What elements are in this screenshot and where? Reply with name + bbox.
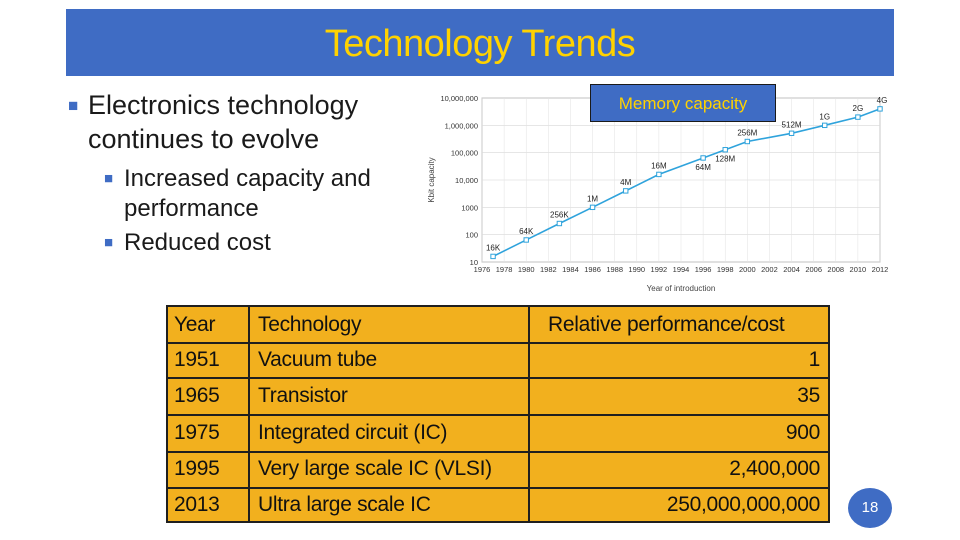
memory-capacity-chart: 10 100 1000 10,000 100,000 1,000,000 10,000,00… [427, 94, 889, 293]
table-divider [168, 342, 828, 344]
data-point [877, 106, 883, 112]
row-2-technology: Transistor [258, 384, 348, 407]
table-divider [168, 414, 828, 416]
x-tick-label: 1986 [584, 265, 601, 274]
table-divider [168, 487, 828, 489]
y-tick-label: 10,000 [455, 176, 478, 185]
data-label: 64M [695, 163, 711, 172]
x-tick-label: 2010 [850, 265, 867, 274]
x-axis-label: Year of introduction [647, 284, 716, 293]
data-label: 128M [715, 155, 735, 164]
row-5-value: 250,000,000,000 [666, 493, 820, 516]
row-1-value: 1 [808, 348, 821, 371]
header-relative-performance: Relative performance/cost [548, 313, 785, 336]
x-tick-label: 1984 [562, 265, 579, 274]
data-label: 512M [782, 120, 802, 129]
table-divider [168, 377, 828, 379]
header-year: Year [174, 313, 216, 336]
x-tick-label: 1976 [474, 265, 491, 274]
x-tick-label: 1996 [695, 265, 712, 274]
table-divider [168, 451, 828, 453]
data-point [744, 138, 751, 145]
row-5-technology: Ultra large scale IC [258, 493, 431, 516]
row-2-year: 1965 [174, 384, 220, 407]
bullet-list: ■ Electronics technology continues to ev… [66, 88, 426, 258]
data-point [700, 155, 706, 161]
bullet-sub-1-line-2: performance [124, 195, 259, 222]
data-point [722, 147, 728, 153]
bullet-main-line-2: continues to evolve [88, 124, 320, 154]
bullet-sub-1: ■ Increased capacity and performance [66, 164, 426, 224]
row-5-year: 2013 [174, 493, 220, 516]
bullet-sub-2: ■ Reduced cost [66, 228, 426, 258]
x-tick-label: 2002 [761, 265, 778, 274]
bullet-main: ■ Electronics technology continues to ev… [66, 88, 426, 156]
x-tick-label: 2004 [783, 265, 800, 274]
x-tick-label: 1992 [651, 265, 668, 274]
x-tick-label: 2012 [872, 265, 889, 274]
data-label: 64K [519, 227, 534, 236]
data-point [788, 130, 795, 136]
technology-cost-table: Year Technology Relative performance/cos… [166, 305, 830, 523]
data-label: 4M [620, 178, 631, 187]
x-tick-label: 2008 [827, 265, 844, 274]
x-tick-label: 2000 [739, 265, 756, 274]
data-point [822, 122, 828, 129]
bullet-square-icon: ■ [104, 170, 114, 187]
x-tick-label: 1990 [628, 265, 645, 274]
x-tick-label: 1980 [518, 265, 535, 274]
row-1-technology: Vacuum tube [258, 348, 377, 371]
data-point [623, 188, 629, 194]
row-4-year: 1995 [174, 457, 220, 480]
bullet-square-icon: ■ [68, 96, 79, 115]
memory-capacity-label: Memory capacity [590, 84, 776, 122]
data-label: 256K [550, 211, 569, 220]
y-tick-label: 100,000 [451, 149, 478, 158]
bullet-main-line-1: Electronics technology [88, 90, 359, 120]
data-label: 256M [737, 129, 757, 138]
data-point [556, 220, 563, 227]
data-point [656, 171, 662, 178]
row-1-year: 1951 [174, 348, 220, 371]
row-3-technology: Integrated circuit (IC) [258, 421, 448, 444]
row-4-technology: Very large scale IC (VLSI) [258, 457, 492, 480]
bullet-sub-1-line-1: Increased capacity and [124, 165, 371, 192]
x-tick-label: 1994 [673, 265, 690, 274]
data-point [490, 253, 496, 260]
x-tick-label: 1978 [496, 265, 513, 274]
data-label: 16K [486, 243, 501, 252]
y-tick-label: 1,000,000 [445, 121, 478, 130]
y-tick-label: 100 [465, 231, 478, 240]
x-tick-label: 2006 [805, 265, 822, 274]
x-tick-label: 1998 [717, 265, 734, 274]
y-tick-label: 10 [470, 258, 478, 267]
row-2-value: 35 [797, 384, 820, 407]
page-number-badge: 18 [848, 488, 892, 528]
data-point [523, 237, 529, 243]
bullet-sub-2-line-1: Reduced cost [124, 229, 271, 256]
data-label: 2G [853, 104, 864, 113]
row-3-value: 900 [785, 421, 820, 444]
y-tick-label: 10,000,000 [440, 94, 478, 103]
row-3-year: 1975 [174, 421, 220, 444]
y-axis-label: Kbit capacity [427, 157, 436, 202]
x-tick-label: 1988 [606, 265, 623, 274]
data-label: 16M [651, 161, 667, 170]
row-4-value: 2,400,000 [729, 457, 820, 480]
data-label: 4G [877, 96, 888, 105]
data-label: 1M [587, 194, 598, 203]
data-point [855, 114, 861, 120]
title-bar: Technology Trends [66, 9, 894, 76]
data-point [589, 204, 596, 211]
y-tick-label: 1000 [461, 203, 478, 212]
data-label: 1G [819, 112, 830, 121]
bullet-square-icon: ■ [104, 234, 114, 251]
x-tick-label: 1982 [540, 265, 557, 274]
header-technology: Technology [258, 313, 362, 336]
slide-title: Technology Trends [324, 23, 636, 65]
